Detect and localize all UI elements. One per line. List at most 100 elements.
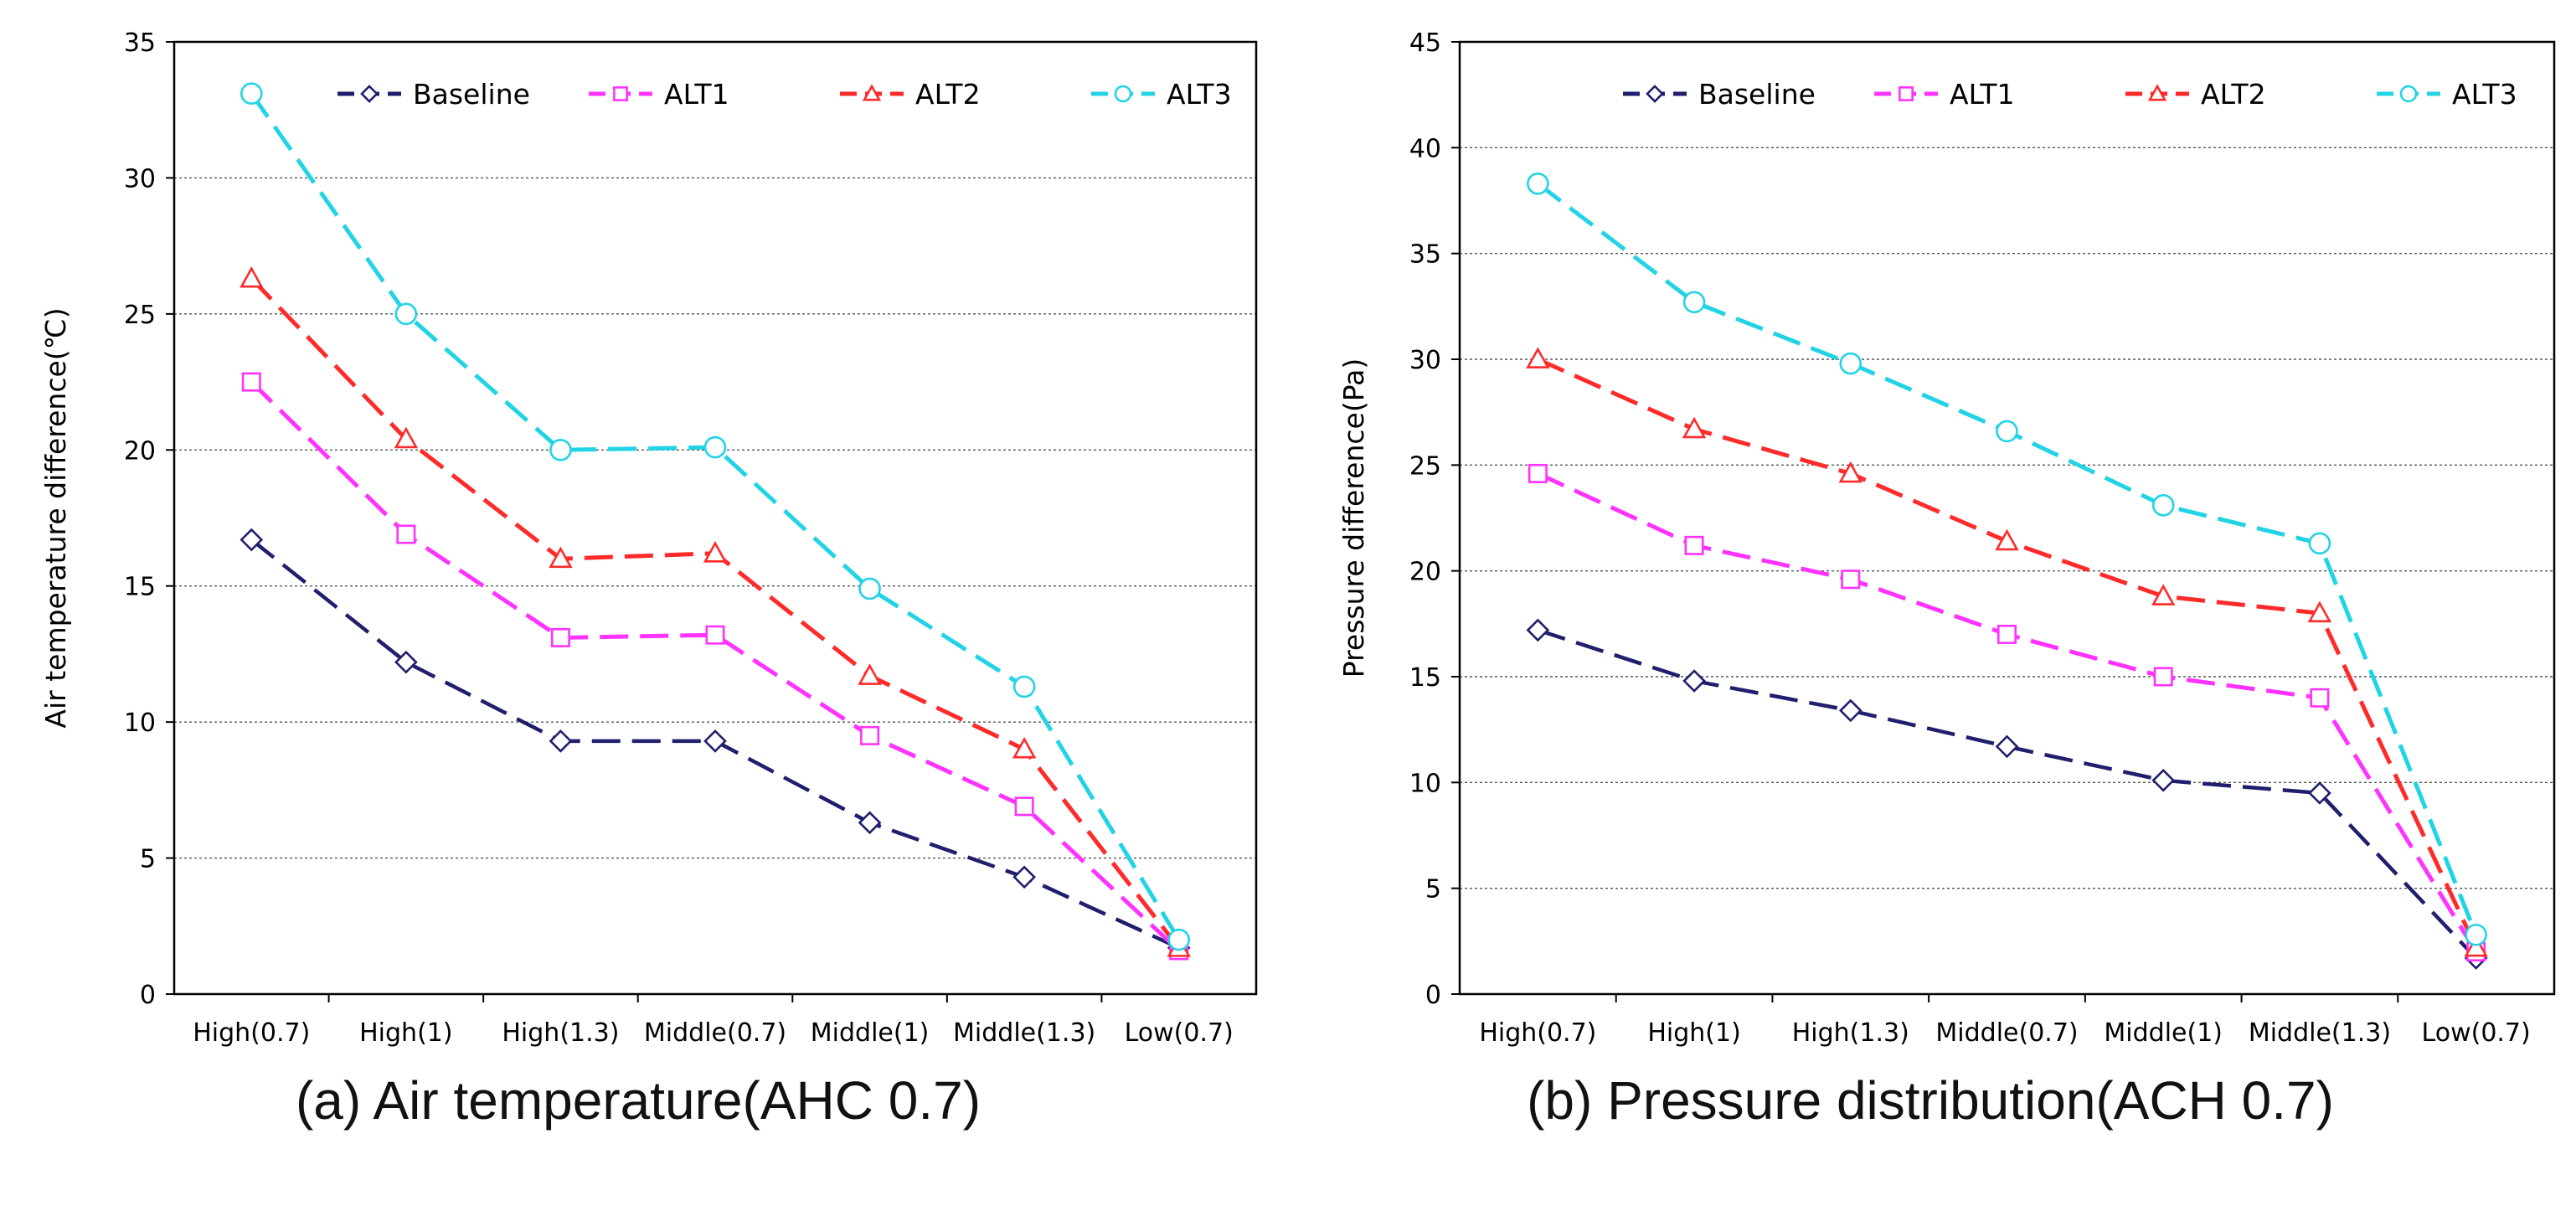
x-tick-label: Middle(0.7) xyxy=(1935,1018,2078,1048)
data-point-alt3 xyxy=(1167,928,1191,951)
data-point-alt1 xyxy=(2310,688,2330,708)
x-tick-label: Middle(1.3) xyxy=(953,1018,1095,1048)
y-tick-label: 20 xyxy=(1409,558,1441,587)
x-tick-label: High(1.3) xyxy=(1792,1018,1909,1048)
data-point-alt1 xyxy=(705,625,725,645)
legend-swatch-marker xyxy=(2399,85,2418,103)
legend-item-alt3: ALT3 xyxy=(2377,78,2517,111)
data-point-alt1 xyxy=(1997,624,2017,644)
x-tick-label: Middle(0.7) xyxy=(644,1018,786,1048)
x-tick-label: High(1.3) xyxy=(502,1018,619,1048)
legend-label: ALT3 xyxy=(2452,78,2517,111)
y-tick-label: 0 xyxy=(140,981,156,1010)
series-alt1 xyxy=(241,372,1189,961)
data-point-alt1 xyxy=(860,725,880,745)
data-point-alt3 xyxy=(2308,532,2331,555)
legend-label: Baseline xyxy=(413,78,530,111)
x-tick-label: Middle(1) xyxy=(811,1018,930,1048)
legend-item-alt1: ALT1 xyxy=(589,78,729,111)
y-tick-label: 15 xyxy=(124,573,156,602)
series-alt3 xyxy=(240,82,1191,951)
y-tick-label: 20 xyxy=(124,436,156,466)
series-line-baseline xyxy=(1537,628,2478,960)
data-point-alt2 xyxy=(1838,461,1862,483)
x-tick-label: High(1) xyxy=(359,1018,452,1048)
gridlines xyxy=(1460,147,2554,889)
data-point-baseline xyxy=(1995,734,2019,759)
data-point-alt3 xyxy=(549,438,572,461)
data-point-baseline xyxy=(703,729,727,753)
data-point-alt3 xyxy=(1527,172,1549,195)
data-point-baseline xyxy=(1012,865,1036,889)
data-point-alt2 xyxy=(1995,528,2019,551)
x-tick-label: High(0.7) xyxy=(1479,1018,1596,1048)
y-tick-label: 15 xyxy=(1409,663,1441,693)
data-point-alt3 xyxy=(394,302,418,326)
data-point-alt1 xyxy=(1841,569,1861,590)
legend-swatch-marker xyxy=(360,85,379,103)
data-point-alt2 xyxy=(1012,736,1037,759)
data-point-alt1 xyxy=(1014,796,1034,817)
legend-item-alt3: ALT3 xyxy=(1091,78,1232,111)
data-point-alt1 xyxy=(550,627,570,647)
data-point-alt2 xyxy=(240,265,264,288)
data-point-baseline xyxy=(2308,781,2331,805)
legend-item-alt2: ALT2 xyxy=(2125,78,2266,111)
legend-item-alt1: ALT1 xyxy=(1874,78,2015,111)
data-point-alt2 xyxy=(703,541,728,563)
x-tick-label: Low(0.7) xyxy=(2422,1018,2531,1048)
chart-pressure-distribution: 0 5 10 15 20 25 30 35 40 45 High(0.7) High(1) High(1… xyxy=(1337,28,2556,1131)
series-baseline xyxy=(240,528,1191,960)
plot-frame xyxy=(173,40,1258,996)
legend-swatch-marker xyxy=(2147,84,2167,101)
data-point-alt2 xyxy=(1682,416,1707,439)
data-point-alt3 xyxy=(1012,675,1036,698)
y-tick-label: 25 xyxy=(124,301,156,330)
data-point-alt2 xyxy=(549,546,573,569)
data-point-alt2 xyxy=(394,426,419,449)
data-point-baseline xyxy=(549,729,573,753)
legend-label: ALT2 xyxy=(915,78,981,111)
data-point-alt3 xyxy=(240,82,263,106)
chart-air-temperature: 0 5 10 15 20 25 30 35 High(0.7) High(1) High(1.3) M… xyxy=(39,28,1258,1131)
data-point-baseline xyxy=(2151,768,2176,792)
data-point-baseline xyxy=(394,650,418,674)
series-group xyxy=(240,82,1191,961)
data-point-alt1 xyxy=(1528,463,1548,483)
y-axis-label: Pressure difference(Pa) xyxy=(1337,358,1370,678)
y-tick-label: 5 xyxy=(1425,875,1441,904)
legend: Baseline ALT1 ALT2 ALT3 xyxy=(337,78,1232,111)
legend-swatch-marker xyxy=(1646,85,1664,103)
series-alt2 xyxy=(1526,347,2488,957)
legend-label: Baseline xyxy=(1698,78,1816,111)
legend-swatch-marker xyxy=(1114,85,1132,103)
axis-ticks: 0 5 10 15 20 25 30 35 40 45 High(0.7) High(1) High(1… xyxy=(1409,28,2531,1048)
series-line-alt1 xyxy=(250,380,1181,952)
chart-caption: (b) Pressure distribution(ACH 0.7) xyxy=(1527,1070,2334,1131)
y-tick-label: 5 xyxy=(140,845,156,874)
y-tick-label: 45 xyxy=(1409,28,1441,58)
y-tick-label: 30 xyxy=(1409,346,1441,375)
series-alt2 xyxy=(240,265,1191,957)
data-point-baseline xyxy=(240,528,264,552)
data-point-alt2 xyxy=(2151,584,2176,606)
series-group xyxy=(1526,172,2488,970)
y-tick-label: 40 xyxy=(1409,134,1441,163)
y-tick-label: 35 xyxy=(124,28,156,58)
legend-label: ALT1 xyxy=(1950,78,2015,111)
gridlines xyxy=(174,177,1256,859)
axis-ticks: 0 5 10 15 20 25 30 35 High(0.7) High(1) High(1.3) M… xyxy=(124,28,1234,1048)
data-point-baseline xyxy=(1526,618,1550,642)
series-line-alt2 xyxy=(250,276,1181,950)
data-point-alt3 xyxy=(1682,291,1706,314)
y-tick-label: 10 xyxy=(1409,769,1441,798)
data-point-alt1 xyxy=(396,524,416,544)
data-point-alt3 xyxy=(1839,352,1862,375)
x-tick-label: Low(0.7) xyxy=(1125,1018,1234,1048)
y-tick-label: 30 xyxy=(124,164,156,193)
data-point-baseline xyxy=(1682,669,1706,693)
data-point-baseline xyxy=(1838,698,1862,723)
x-tick-label: Middle(1.3) xyxy=(2249,1018,2391,1048)
x-tick-label: High(0.7) xyxy=(193,1018,310,1048)
data-point-alt1 xyxy=(1684,535,1704,555)
